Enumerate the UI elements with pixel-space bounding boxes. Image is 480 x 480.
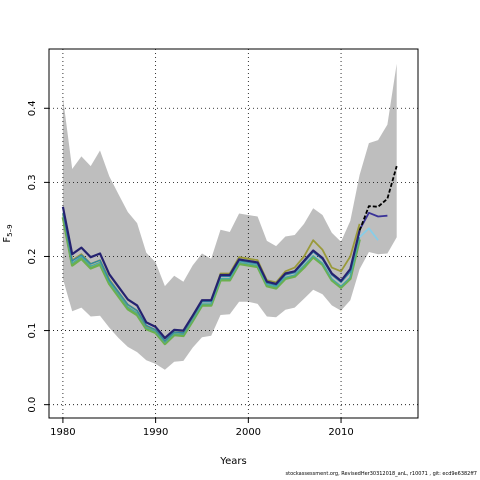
confidence-band — [62, 63, 397, 370]
x-tick-label: 2000 — [236, 427, 261, 438]
x-axis: 1980 1990 2000 2010 — [50, 418, 354, 438]
y-axis-title: F5–9 — [2, 224, 14, 242]
y-tick-label: 0.0 — [27, 397, 38, 413]
x-tick-label: 2010 — [328, 427, 353, 438]
footer-note: stockassessment.org, RevisedHer30312018_… — [285, 471, 478, 477]
series-line-2 — [62, 214, 361, 344]
x-tick-label: 1990 — [143, 427, 168, 438]
confidence-band-layer — [62, 63, 397, 370]
y-axis-title-main: F — [2, 237, 13, 243]
grid-layer — [49, 49, 418, 418]
series-line-5 — [61, 206, 361, 340]
series-line-7 — [358, 211, 388, 231]
series-layer — [61, 165, 398, 346]
x-tick-label: 1980 — [50, 427, 75, 438]
y-tick-label: 0.1 — [27, 323, 38, 339]
y-axis-title-subscript: 5–9 — [6, 224, 14, 236]
y-tick-label: 0.4 — [27, 100, 38, 116]
series-line-1 — [61, 216, 361, 346]
series-line-6 — [358, 227, 379, 241]
y-tick-label: 0.3 — [27, 174, 38, 190]
plot-frame — [48, 48, 419, 419]
x-axis-title: Years — [219, 456, 246, 467]
y-tick-label: 0.2 — [27, 249, 38, 265]
y-axis: 0.0 0.1 0.2 0.3 0.4 — [27, 100, 49, 413]
